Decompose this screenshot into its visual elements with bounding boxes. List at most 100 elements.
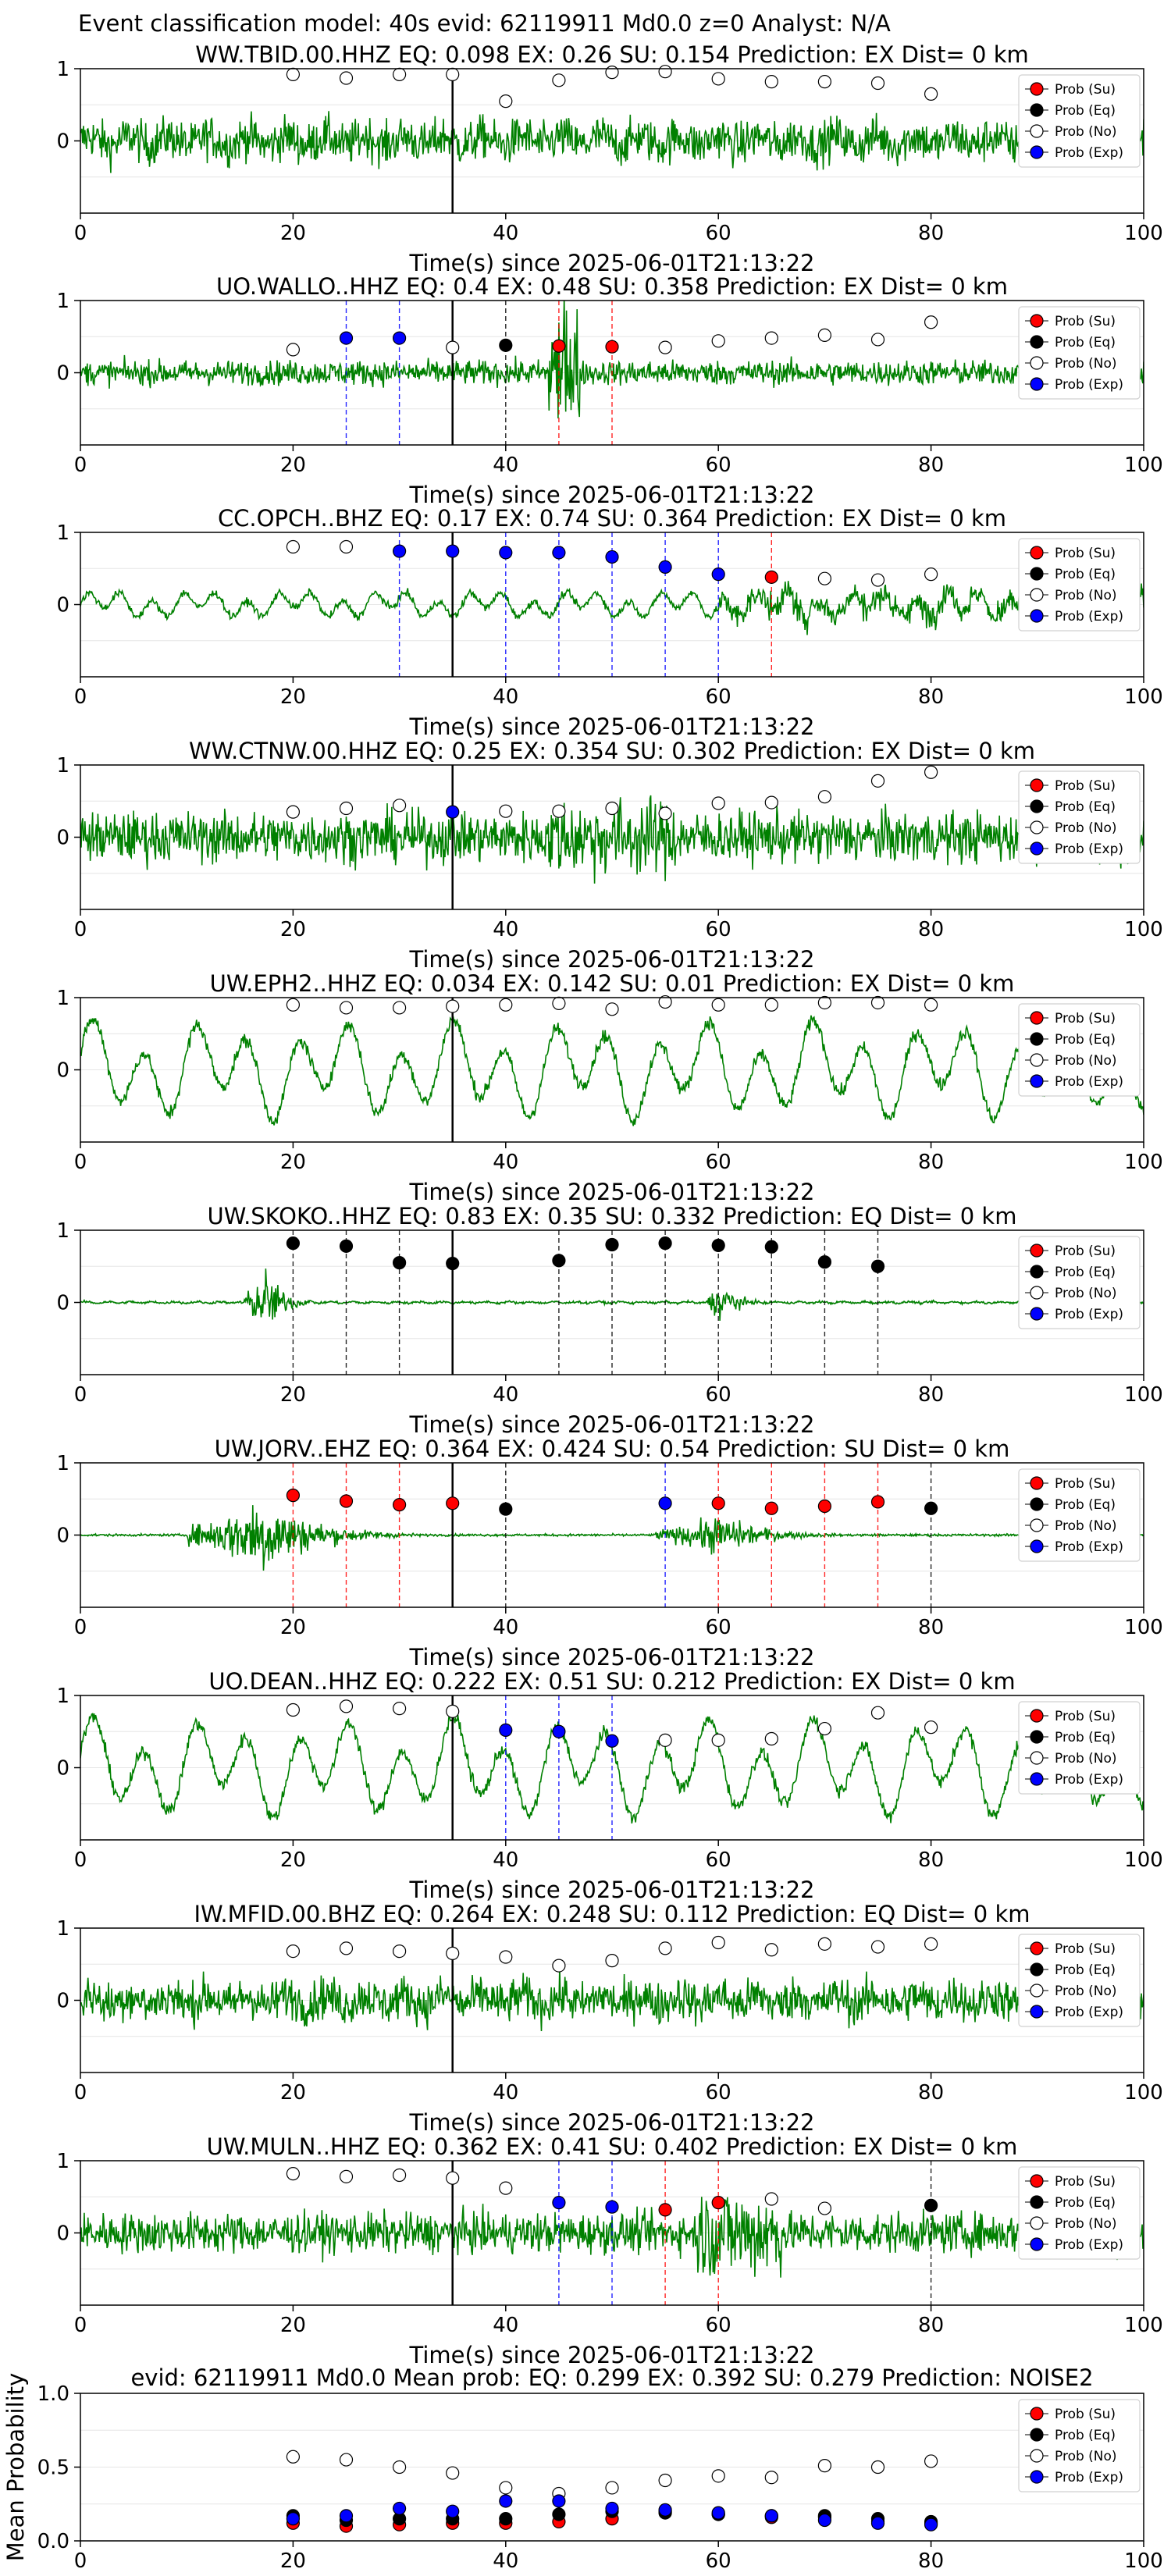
legend-label-exp: Prob (Exp) (1055, 1772, 1123, 1788)
panel-title: UW.MULN..HHZ EQ: 0.362 EX: 0.41 SU: 0.40… (207, 2133, 1018, 2160)
mean-probability-panel: evid: 62119911 Md0.0 Mean prob: EQ: 0.29… (2, 2364, 1163, 2573)
legend-label-su: Prob (Su) (1055, 1709, 1116, 1724)
legend-box (1018, 2166, 1141, 2260)
x-tick-label: 20 (280, 685, 306, 709)
prob-point-no (764, 998, 778, 1012)
legend-marker-exp (1030, 2005, 1044, 2019)
panel-title: CC.OPCH..BHZ EQ: 0.17 EX: 0.74 SU: 0.364… (218, 505, 1006, 532)
x-tick-label: 0 (74, 1616, 87, 1639)
prob-point-no (764, 1731, 778, 1746)
station-panel: WW.TBID.00.HHZ EQ: 0.098 EX: 0.26 SU: 0.… (56, 41, 1162, 276)
legend-marker-su (1030, 82, 1044, 96)
legend-marker-su (1030, 314, 1044, 328)
mean-point-no (924, 2454, 938, 2468)
legend-marker-su (1030, 1709, 1044, 1723)
x-tick-label: 100 (1124, 1383, 1163, 1407)
prob-point-no (817, 995, 832, 1010)
prob-point-no (924, 765, 938, 779)
legend-marker-eq (1030, 103, 1044, 117)
x-tick-label: 20 (280, 454, 306, 477)
y-tick-label: 0 (56, 362, 69, 386)
x-tick-label: 80 (918, 2314, 944, 2337)
prob-point-no (552, 1959, 566, 1973)
prob-point-eq (446, 1256, 460, 1271)
mean-point-no (711, 2469, 725, 2483)
legend-marker-exp (1030, 1539, 1044, 1553)
panel-title: UO.WALLO..HHZ EQ: 0.4 EX: 0.48 SU: 0.358… (216, 273, 1008, 300)
legend-marker-su (1030, 1244, 1044, 1258)
legend-box (1018, 1468, 1141, 1562)
x-tick-label: 80 (918, 918, 944, 941)
legend-marker-exp (1030, 377, 1044, 391)
legend-label-no: Prob (No) (1055, 124, 1117, 140)
x-tick-label: 100 (1124, 2314, 1163, 2337)
prob-point-no (817, 328, 832, 342)
legend-label-su: Prob (Su) (1055, 778, 1116, 794)
legend-label-exp: Prob (Exp) (1055, 841, 1123, 857)
prob-point-exp (393, 544, 407, 558)
y-tick-label: 0.0 (37, 2530, 69, 2553)
legend-label-exp: Prob (Exp) (1055, 145, 1123, 161)
legend-marker-eq (1030, 335, 1044, 349)
mean-point-exp (764, 2509, 778, 2523)
mean-point-exp (605, 2501, 619, 2516)
legend-marker-eq (1030, 1962, 1044, 1976)
legend-marker-no (1030, 1518, 1044, 1532)
y-tick-label: 1.0 (37, 2382, 69, 2406)
y-tick-label: 1 (56, 754, 69, 777)
legend-marker-eq (1030, 2195, 1044, 2209)
x-axis-label: Time(s) since 2025-06-01T21:13:22 (409, 2109, 815, 2136)
prob-point-no (764, 75, 778, 89)
prob-point-no (446, 999, 460, 1013)
prob-point-no (711, 1935, 725, 1950)
prob-point-exp (339, 331, 354, 345)
prob-point-su (711, 2196, 725, 2210)
legend-label-eq: Prob (Eq) (1055, 1497, 1116, 1513)
x-tick-label: 60 (706, 1616, 731, 1639)
prob-point-no (817, 1721, 832, 1736)
x-tick-label: 60 (706, 1383, 731, 1407)
legend-marker-exp (1030, 1307, 1044, 1321)
legend-label-su: Prob (Su) (1055, 1476, 1116, 1492)
prob-point-no (393, 2168, 407, 2183)
prob-point-eq (711, 1238, 725, 1253)
mean-point-no (339, 2453, 354, 2467)
prob-point-no (870, 774, 885, 788)
prob-point-no (552, 996, 566, 1011)
x-tick-label: 40 (493, 685, 518, 709)
y-axis-label: Mean Probability (2, 2373, 29, 2562)
prob-point-no (924, 1937, 938, 1951)
x-axis-label: Time(s) since 2025-06-01T21:13:22 (409, 1877, 815, 1903)
legend-marker-exp (1030, 609, 1044, 623)
legend-marker-no (1030, 2449, 1044, 2463)
prob-point-no (446, 67, 460, 82)
prob-point-no (605, 1002, 619, 1016)
prob-point-no (870, 333, 885, 347)
x-axis-label: Time(s) since 2025-06-01T21:13:22 (409, 1179, 815, 1205)
x-tick-label: 20 (280, 2549, 306, 2573)
legend-label-eq: Prob (Eq) (1055, 799, 1116, 815)
prob-point-no (924, 1720, 938, 1735)
station-panel: UW.SKOKO..HHZ EQ: 0.83 EX: 0.35 SU: 0.33… (56, 1203, 1162, 1438)
x-tick-label: 60 (706, 2549, 731, 2573)
x-tick-label: 0 (74, 1151, 87, 1174)
mean-point-exp (499, 2494, 513, 2508)
prob-point-eq (286, 1236, 300, 1251)
waveform-trace (80, 1712, 1144, 1824)
prob-point-su (817, 1499, 832, 1514)
prob-point-no (605, 801, 619, 816)
mean-point-no (658, 2473, 672, 2488)
prob-point-no (924, 568, 938, 582)
prob-point-exp (658, 1496, 672, 1510)
mean-point-no (286, 2450, 300, 2464)
legend-marker-no (1030, 588, 1044, 602)
y-tick-label: 0 (56, 130, 69, 154)
mean-point-no (393, 2460, 407, 2475)
x-tick-label: 100 (1124, 2549, 1163, 2573)
prob-point-no (658, 1941, 672, 1955)
prob-point-eq (499, 1502, 513, 1516)
mean-point-exp (286, 2512, 300, 2526)
x-tick-label: 40 (493, 1383, 518, 1407)
prob-point-su (446, 1496, 460, 1510)
legend-box (1018, 306, 1141, 400)
